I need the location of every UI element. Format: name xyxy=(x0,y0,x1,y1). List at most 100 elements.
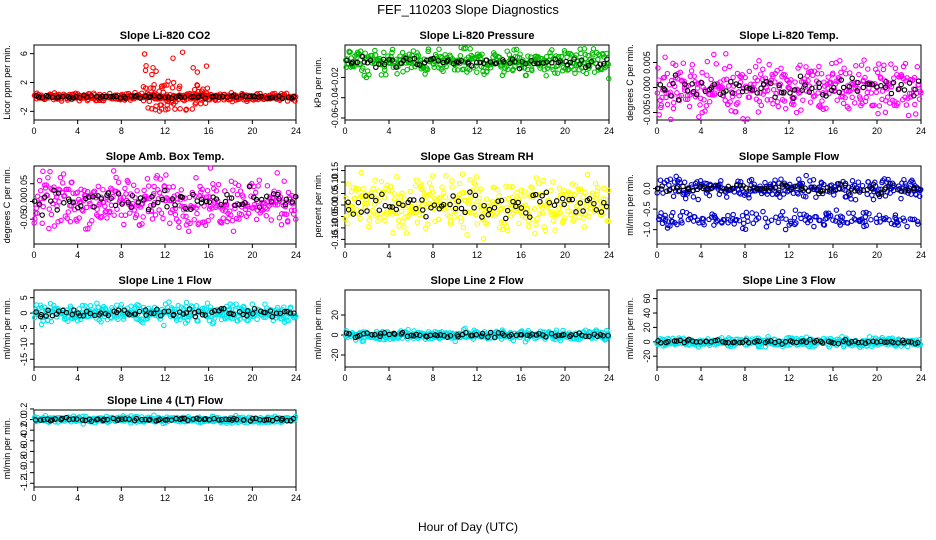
data-point xyxy=(142,67,149,74)
x-tick-label: 24 xyxy=(291,126,301,136)
data-point xyxy=(258,196,265,203)
data-point xyxy=(425,221,431,227)
data-point xyxy=(346,331,352,337)
data-point xyxy=(684,88,691,94)
data-point xyxy=(688,68,695,74)
data-point xyxy=(46,206,53,212)
data-point xyxy=(567,59,574,66)
data-point xyxy=(775,103,782,110)
data-point xyxy=(798,107,804,113)
data-point xyxy=(601,61,607,67)
data-point xyxy=(679,78,685,84)
data-point xyxy=(766,61,772,68)
data-point xyxy=(796,176,802,183)
data-point xyxy=(84,97,91,104)
x-tick-label: 4 xyxy=(386,250,391,260)
data-point xyxy=(673,173,679,180)
data-point xyxy=(132,311,139,317)
x-tick-label: 4 xyxy=(698,250,703,260)
data-point xyxy=(836,89,842,96)
data-point xyxy=(122,212,129,218)
data-point xyxy=(36,177,43,184)
data-point xyxy=(104,416,111,423)
data-point xyxy=(680,60,687,66)
data-point xyxy=(381,61,388,68)
data-point xyxy=(268,217,275,223)
data-point xyxy=(429,189,436,196)
data-point xyxy=(247,314,253,320)
data-point xyxy=(389,204,396,210)
data-point xyxy=(775,219,781,226)
data-point xyxy=(586,333,592,340)
data-point xyxy=(807,99,814,105)
data-point xyxy=(66,198,73,205)
data-point xyxy=(32,417,39,423)
data-point xyxy=(883,184,889,191)
data-point xyxy=(782,105,789,112)
data-point xyxy=(487,59,494,65)
data-point xyxy=(485,211,492,218)
data-point xyxy=(550,218,557,224)
data-point xyxy=(774,67,780,74)
data-point xyxy=(396,223,402,229)
data-point xyxy=(276,196,282,202)
data-point xyxy=(746,85,753,92)
data-point xyxy=(155,199,161,206)
panel-title: Slope Line 1 Flow xyxy=(119,275,212,287)
panel-title: Slope Li-820 Temp. xyxy=(739,30,838,42)
data-point xyxy=(105,190,112,196)
data-point xyxy=(360,65,366,71)
data-point xyxy=(758,85,764,92)
x-tick-label: 8 xyxy=(430,126,435,136)
data-point xyxy=(552,56,559,62)
data-point xyxy=(422,225,429,231)
data-point xyxy=(180,311,187,317)
data-point xyxy=(779,182,785,188)
data-point xyxy=(110,94,116,100)
data-point xyxy=(190,191,196,198)
data-point xyxy=(682,81,688,88)
data-point xyxy=(374,211,380,217)
data-point xyxy=(676,176,682,183)
panel-4: Slope Amb. Box Temp.0 4 8 12 16 20 24-0.050.00… xyxy=(2,151,301,260)
series-2 xyxy=(657,72,922,103)
data-point xyxy=(447,221,454,227)
data-point xyxy=(170,184,176,190)
x-tick-label: 8 xyxy=(119,126,124,136)
data-point xyxy=(133,93,139,99)
data-point xyxy=(38,304,45,311)
data-point xyxy=(696,114,702,120)
data-point xyxy=(888,84,895,90)
data-point xyxy=(892,65,899,72)
data-point xyxy=(905,112,912,119)
data-point xyxy=(678,77,685,84)
data-point xyxy=(443,173,449,179)
data-point xyxy=(248,193,254,199)
data-point xyxy=(803,193,809,200)
data-point xyxy=(764,87,771,94)
data-point xyxy=(677,69,684,76)
data-point xyxy=(274,170,280,176)
data-point xyxy=(851,100,858,106)
y-tick-label: -0.04 xyxy=(330,87,340,108)
data-point xyxy=(756,338,762,345)
data-point xyxy=(762,75,769,81)
data-point xyxy=(680,183,686,190)
data-point xyxy=(813,214,819,220)
x-tick-label: 16 xyxy=(516,250,526,260)
data-point xyxy=(791,87,798,93)
data-point xyxy=(670,209,676,216)
data-point xyxy=(555,210,561,216)
data-point xyxy=(869,81,876,88)
data-point xyxy=(447,218,454,225)
data-point xyxy=(895,340,901,346)
data-point xyxy=(293,193,299,200)
data-point xyxy=(672,62,679,69)
data-point xyxy=(116,310,123,316)
data-point xyxy=(784,183,791,189)
data-point xyxy=(177,316,183,323)
data-point xyxy=(670,80,676,87)
data-point xyxy=(578,50,584,57)
data-point xyxy=(202,95,209,101)
data-point xyxy=(561,48,568,54)
